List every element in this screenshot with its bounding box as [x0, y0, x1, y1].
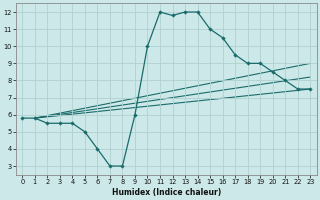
- X-axis label: Humidex (Indice chaleur): Humidex (Indice chaleur): [112, 188, 221, 197]
